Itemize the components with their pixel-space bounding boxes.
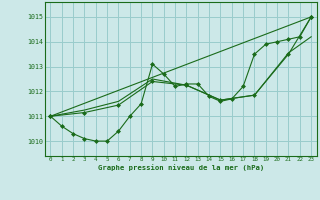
- X-axis label: Graphe pression niveau de la mer (hPa): Graphe pression niveau de la mer (hPa): [98, 164, 264, 171]
